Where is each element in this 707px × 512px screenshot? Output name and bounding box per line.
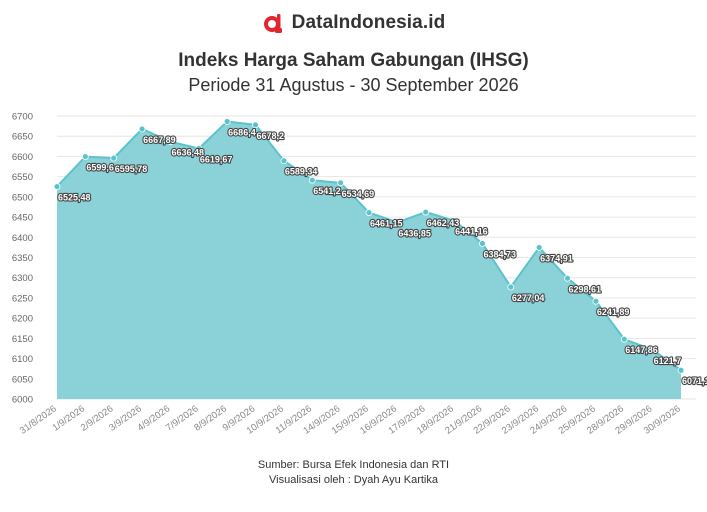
data-label: 6541,2: [313, 186, 341, 196]
credit-note: Visualisasi oleh : Dyah Ayu Kartika: [269, 474, 438, 486]
data-label: 6441,16: [455, 227, 488, 237]
y-tick-label: 6650: [12, 132, 33, 143]
data-point: [110, 154, 118, 162]
data-point: [535, 244, 543, 251]
y-tick-label: 6150: [12, 334, 33, 345]
y-tick-label: 6350: [12, 253, 33, 264]
data-point: [450, 217, 458, 225]
y-tick-label: 6050: [12, 374, 33, 385]
data-label: 6525,48: [58, 193, 91, 203]
y-tick-label: 6200: [12, 314, 33, 325]
y-tick-label: 6450: [12, 213, 33, 224]
data-point: [479, 240, 486, 247]
chart-subtitle: Periode 31 Agustus - 30 September 2026: [188, 75, 519, 95]
data-label: 6595,78: [115, 164, 148, 174]
data-label: 6436,85: [398, 228, 431, 238]
data-point: [280, 157, 288, 165]
data-point: [592, 297, 600, 305]
data-label: 6121,7: [654, 356, 682, 366]
area-fill: [57, 121, 681, 399]
brand-name: DataIndonesia.id: [291, 12, 446, 33]
data-point: [564, 274, 571, 282]
data-point: [252, 121, 259, 129]
data-point: [393, 218, 401, 226]
brand-header: DataIndonesia.id: [0, 12, 707, 34]
data-label: 6147,86: [625, 345, 658, 355]
chart-title: Indeks Harga Saham Gabungan (IHSG): [178, 50, 529, 71]
y-tick-label: 6100: [12, 354, 33, 365]
data-point: [422, 208, 430, 216]
data-label: 6589,34: [285, 167, 318, 177]
source-note: Sumber: Bursa Efek Indonesia dan RTI: [257, 459, 450, 471]
y-tick-label: 6500: [12, 192, 33, 203]
data-point: [81, 153, 89, 160]
data-point: [138, 125, 146, 133]
y-tick-label: 6000: [12, 395, 33, 406]
data-point: [223, 118, 231, 125]
data-label: 6667,89: [143, 135, 176, 145]
data-label: 6534,69: [342, 189, 375, 199]
y-tick-label: 6400: [12, 233, 33, 244]
data-point: [365, 209, 373, 216]
data-label: 6686,4: [228, 127, 256, 137]
data-point: [337, 179, 345, 187]
data-label: 6636,48: [171, 148, 204, 158]
data-label: 6461,15: [370, 219, 403, 229]
data-label: 6462,43: [427, 218, 460, 228]
data-label: 6619,67: [200, 154, 233, 164]
data-label: 6374,91: [540, 253, 573, 263]
data-label: 6298,61: [569, 284, 602, 294]
y-tick-label: 6700: [12, 112, 33, 123]
y-tick-label: 6300: [12, 273, 33, 284]
data-label: 6071,14: [682, 376, 707, 386]
data-point: [308, 176, 316, 184]
data-point: [507, 283, 515, 291]
data-label: 6599,6: [86, 163, 114, 173]
data-label: 6678,2: [257, 131, 285, 141]
data-label: 6277,04: [512, 293, 545, 303]
data-point: [649, 346, 657, 354]
data-point: [677, 366, 685, 374]
data-point: [195, 145, 203, 152]
y-tick-label: 6550: [12, 172, 33, 183]
datai-logo-icon: [263, 14, 282, 33]
data-point: [53, 183, 61, 190]
data-label: 6241,89: [597, 307, 630, 317]
data-point: [167, 138, 174, 146]
data-label: 6384,73: [483, 249, 516, 259]
y-tick-label: 6600: [12, 152, 33, 163]
data-point: [620, 335, 628, 343]
y-tick-label: 6250: [12, 293, 33, 304]
x-tick-label: 31/8/2026: [18, 403, 59, 436]
